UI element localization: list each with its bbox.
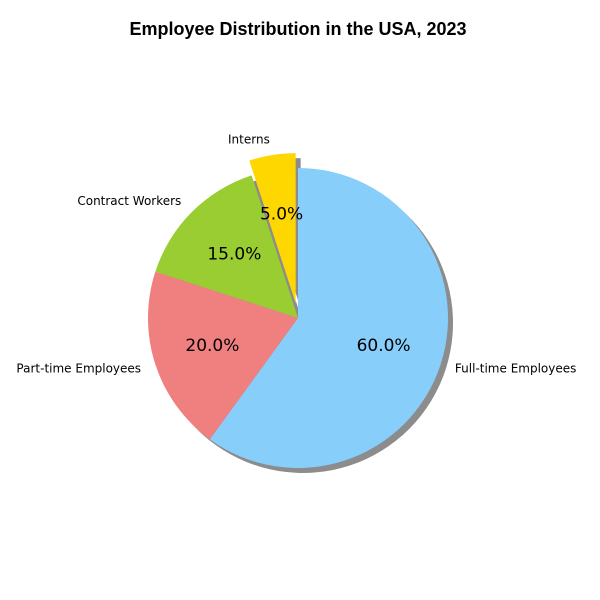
- slice-label-interns: Interns: [228, 133, 270, 147]
- slice-percent-part-time-employees: 20.0%: [185, 336, 239, 356]
- slice-percent-contract-workers: 15.0%: [207, 244, 261, 264]
- slice-percent-interns: 5.0%: [260, 204, 303, 224]
- slice-labels: Full-time Employees 60.0% Part-time Employ…: [16, 133, 576, 376]
- slice-percent-full-time-employees: 60.0%: [357, 336, 411, 356]
- pie-slices: [148, 153, 448, 468]
- pie-slice-interns: [249, 153, 296, 304]
- pie-slice-full-time-employees: [209, 168, 448, 468]
- pie-slice-contract-workers: [155, 175, 298, 318]
- pie-slice-part-time-employees: [148, 271, 298, 440]
- slice-label-contract-workers: Contract Workers: [77, 194, 181, 208]
- slice-label-full-time-employees: Full-time Employees: [455, 361, 576, 375]
- slice-label-part-time-employees: Part-time Employees: [16, 361, 141, 375]
- chart-title: Employee Distribution in the USA, 2023: [129, 19, 466, 39]
